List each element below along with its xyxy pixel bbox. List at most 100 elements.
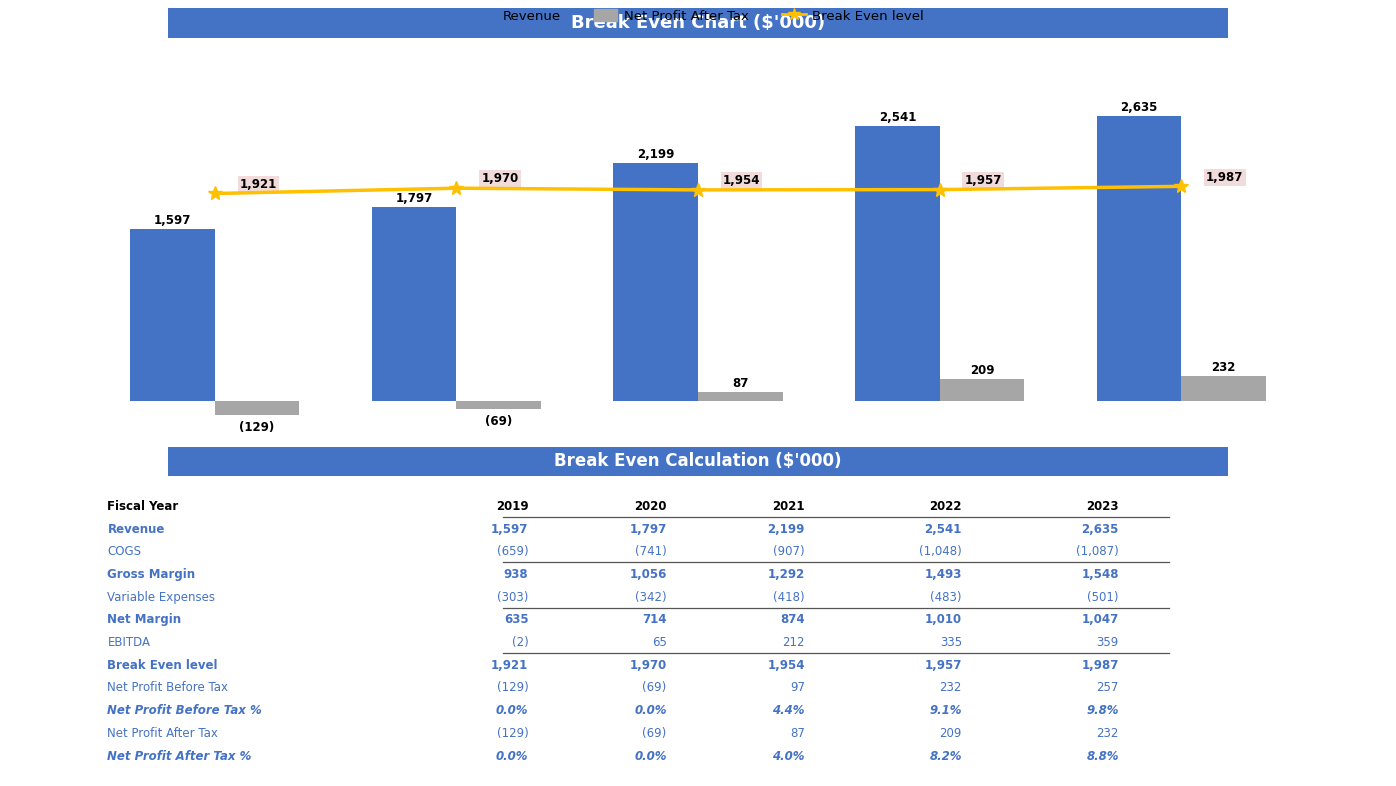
Text: Net Profit After Tax: Net Profit After Tax	[107, 727, 218, 740]
Text: 1,970: 1,970	[482, 172, 518, 185]
Text: (1,087): (1,087)	[1076, 545, 1120, 558]
Text: 232: 232	[1096, 727, 1120, 740]
Text: 1,957: 1,957	[965, 174, 1002, 187]
Text: 1,954: 1,954	[723, 174, 761, 187]
Text: (69): (69)	[642, 681, 666, 695]
Text: (69): (69)	[484, 415, 512, 428]
Text: 2023: 2023	[1086, 500, 1120, 512]
Bar	[1181, 376, 1266, 402]
Legend: Revenue, Net Profit After Tax, Break Even level: Revenue, Net Profit After Tax, Break Eve…	[465, 2, 931, 29]
Bar	[130, 229, 215, 402]
Text: (129): (129)	[497, 727, 528, 740]
Text: 209: 209	[940, 727, 962, 740]
Text: 232: 232	[940, 681, 962, 695]
Text: 2019: 2019	[496, 500, 528, 512]
Text: 2,541: 2,541	[924, 523, 962, 535]
Text: 1,921: 1,921	[240, 178, 276, 191]
Text: (907): (907)	[773, 545, 804, 558]
Bar	[371, 207, 456, 402]
Text: 938: 938	[504, 568, 528, 581]
Text: 1,797: 1,797	[395, 192, 433, 205]
Text: 1,921: 1,921	[491, 659, 528, 672]
Text: 0.0%: 0.0%	[634, 750, 666, 762]
Text: 2,541: 2,541	[878, 112, 916, 124]
Text: 635: 635	[504, 613, 528, 626]
Text: (303): (303)	[497, 590, 528, 604]
Text: 97: 97	[790, 681, 804, 695]
Text: 1,987: 1,987	[1082, 659, 1120, 672]
Bar	[856, 127, 940, 402]
Bar	[613, 163, 698, 402]
Text: 1,970: 1,970	[630, 659, 666, 672]
Text: (741): (741)	[635, 545, 666, 558]
Text: 87: 87	[790, 727, 804, 740]
Text: (129): (129)	[240, 421, 275, 435]
Text: 1,987: 1,987	[1206, 171, 1244, 184]
Text: Break Even level: Break Even level	[107, 659, 218, 672]
Text: 8.2%: 8.2%	[930, 750, 962, 762]
Text: EBITDA: EBITDA	[107, 636, 151, 649]
Text: Fiscal Year: Fiscal Year	[107, 500, 179, 512]
Text: 0.0%: 0.0%	[634, 704, 666, 717]
Text: Net Margin: Net Margin	[107, 613, 181, 626]
Text: (129): (129)	[497, 681, 528, 695]
Text: 257: 257	[1096, 681, 1120, 695]
Text: 1,597: 1,597	[154, 214, 191, 226]
Text: 1,056: 1,056	[630, 568, 666, 581]
Text: 1,493: 1,493	[924, 568, 962, 581]
Text: Variable Expenses: Variable Expenses	[107, 590, 215, 604]
Text: 1,010: 1,010	[924, 613, 962, 626]
Text: (659): (659)	[497, 545, 528, 558]
Text: COGS: COGS	[107, 545, 141, 558]
Text: 2,199: 2,199	[637, 149, 674, 161]
Bar	[940, 379, 1025, 402]
Text: 1,957: 1,957	[924, 659, 962, 672]
Text: Gross Margin: Gross Margin	[107, 568, 195, 581]
Text: Net Profit Before Tax %: Net Profit Before Tax %	[107, 704, 262, 717]
Text: 1,597: 1,597	[491, 523, 528, 535]
Text: 359: 359	[1097, 636, 1120, 649]
Text: 2,635: 2,635	[1082, 523, 1120, 535]
Text: 0.0%: 0.0%	[496, 704, 528, 717]
Text: Net Profit Before Tax: Net Profit Before Tax	[107, 681, 229, 695]
Text: Revenue: Revenue	[107, 523, 165, 535]
Text: 209: 209	[970, 364, 994, 377]
Text: 4.4%: 4.4%	[772, 704, 804, 717]
Text: 87: 87	[732, 377, 748, 390]
Text: Net Profit After Tax %: Net Profit After Tax %	[107, 750, 251, 762]
Text: 212: 212	[782, 636, 804, 649]
Text: 714: 714	[642, 613, 666, 626]
Text: 8.8%: 8.8%	[1086, 750, 1120, 762]
Text: (501): (501)	[1087, 590, 1120, 604]
Bar	[1097, 116, 1181, 402]
Text: 2,635: 2,635	[1120, 101, 1157, 114]
Text: 874: 874	[780, 613, 804, 626]
Text: 335: 335	[940, 636, 962, 649]
Text: 1,292: 1,292	[768, 568, 804, 581]
Text: (342): (342)	[635, 590, 666, 604]
Text: Break Even Chart ($'000): Break Even Chart ($'000)	[571, 14, 825, 31]
Text: (418): (418)	[773, 590, 804, 604]
Text: 1,047: 1,047	[1082, 613, 1120, 626]
Text: (2): (2)	[512, 636, 528, 649]
Text: (1,048): (1,048)	[919, 545, 962, 558]
Text: 9.1%: 9.1%	[930, 704, 962, 717]
Text: 232: 232	[1212, 362, 1235, 374]
Text: 65: 65	[652, 636, 666, 649]
Text: 9.8%: 9.8%	[1086, 704, 1120, 717]
Text: 1,797: 1,797	[630, 523, 666, 535]
Bar	[456, 402, 542, 409]
Text: 2020: 2020	[634, 500, 666, 512]
Text: 4.0%: 4.0%	[772, 750, 804, 762]
Text: (69): (69)	[642, 727, 666, 740]
Text: 2022: 2022	[930, 500, 962, 512]
Text: Break Even Calculation ($'000): Break Even Calculation ($'000)	[554, 453, 842, 470]
Text: 2021: 2021	[772, 500, 804, 512]
Bar	[698, 392, 783, 402]
Bar	[215, 402, 299, 416]
Text: 1,548: 1,548	[1082, 568, 1120, 581]
Text: 1,954: 1,954	[768, 659, 804, 672]
Text: (483): (483)	[930, 590, 962, 604]
Text: 0.0%: 0.0%	[496, 750, 528, 762]
Text: 2,199: 2,199	[768, 523, 804, 535]
